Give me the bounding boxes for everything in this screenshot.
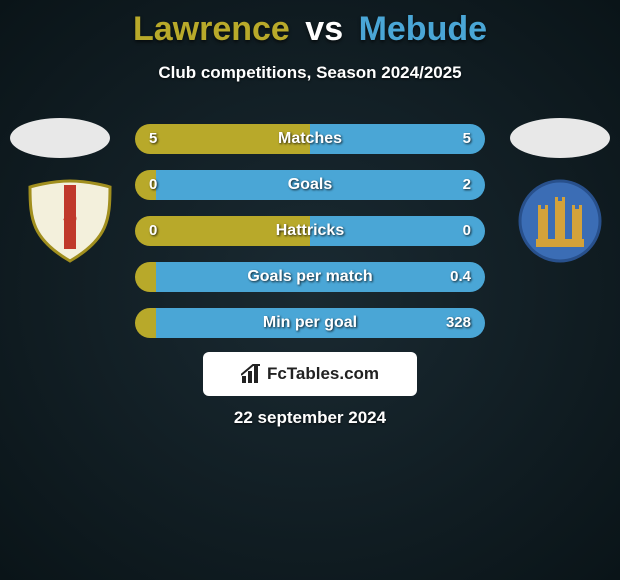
brand-chart-icon [241,364,263,384]
stat-label: Min per goal [135,308,485,338]
stat-value-right: 0 [463,216,471,246]
date-text: 22 september 2024 [0,408,620,428]
comparison-title: Lawrence vs Mebude [0,0,620,49]
brand-text: FcTables.com [267,364,379,384]
stat-value-left: 5 [149,124,157,154]
stat-value-left: 0 [149,170,157,200]
player1-name: Lawrence [133,10,290,48]
player1-avatar [10,118,110,158]
stat-row: Matches5 5 [135,124,485,154]
stat-value-left: 0 [149,216,157,246]
subtitle: Club competitions, Season 2024/2025 [0,63,620,83]
stats-container: Matches55Goals02Hattricks00Goals per mat… [135,124,485,354]
vs-text: vs [299,10,349,48]
player2-avatar [510,118,610,158]
brand-box[interactable]: FcTables.com [203,352,417,396]
stat-label: Goals per match [135,262,485,292]
stat-row: Goals0 2 [135,170,485,200]
shield-crest-icon: S [20,179,120,263]
stat-value-right: 5 [463,124,471,154]
stat-value-right: 328 [446,308,471,338]
stat-row: Min per goal328 [135,308,485,338]
player1-club-badge: S [20,179,120,263]
stat-row: Goals per match0.4 [135,262,485,292]
stat-label: Goals [135,170,485,200]
stat-row: Hattricks0 0 [135,216,485,246]
stat-label: Hattricks [135,216,485,246]
svg-text:S: S [63,203,78,228]
castle-crest-icon [510,179,610,263]
player2-name: Mebude [359,10,487,48]
stat-value-right: 0.4 [450,262,471,292]
player2-club-badge [510,179,610,263]
stat-value-right: 2 [463,170,471,200]
stat-label: Matches [135,124,485,154]
